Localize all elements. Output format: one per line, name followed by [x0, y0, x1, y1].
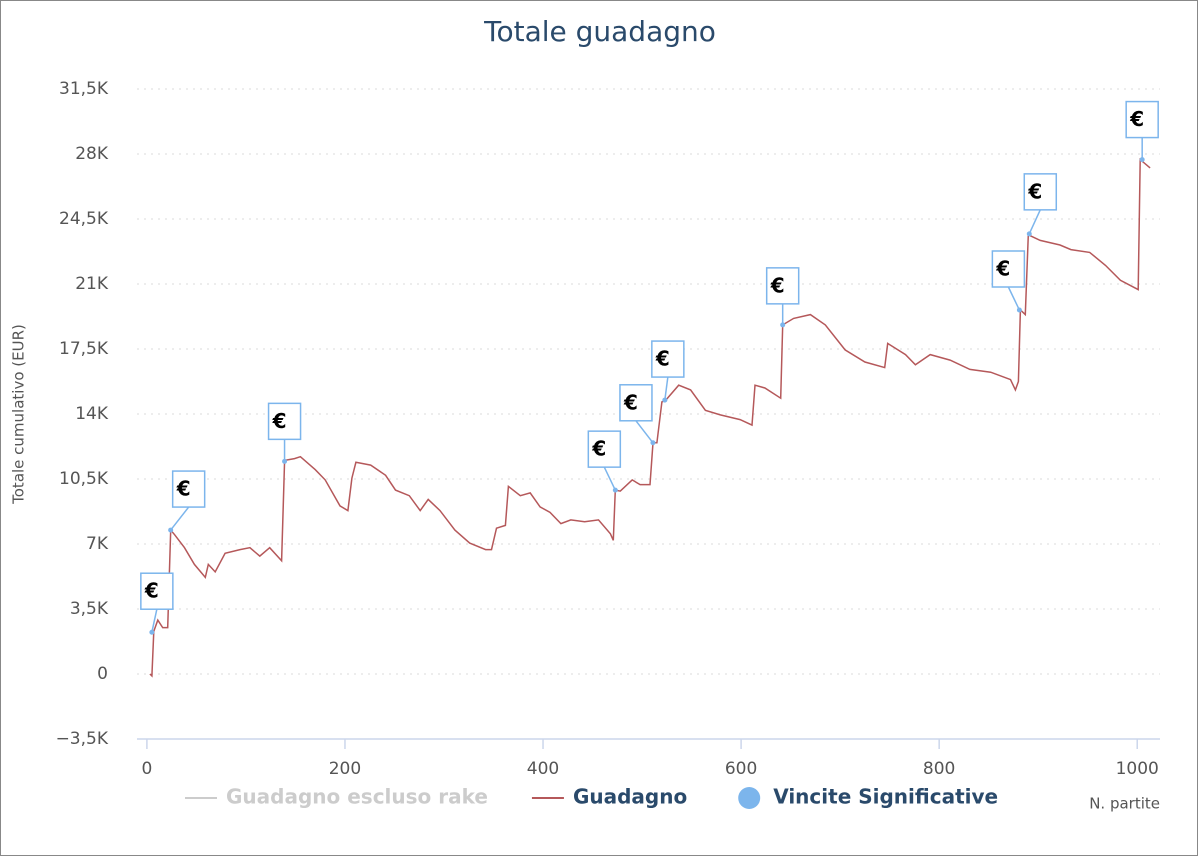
x-tick-label: 600 [725, 759, 757, 779]
callout-label: € [655, 347, 670, 371]
x-tick-label: 800 [923, 759, 955, 779]
x-tick-label: 0 [141, 759, 152, 779]
legend-label: Guadagno [573, 785, 687, 809]
callout-connector [1007, 286, 1021, 311]
y-axis-title: Totale cumulativo (EUR) [10, 324, 28, 505]
marker [780, 322, 786, 328]
callout-label: € [995, 257, 1010, 281]
marker [650, 440, 656, 446]
legend-label: Vincite Significative [773, 785, 998, 809]
callout-connector [1028, 209, 1041, 235]
marker [1016, 307, 1022, 313]
marker [1026, 231, 1032, 237]
callout-label: € [272, 409, 287, 433]
legend-item: Vincite Significative [738, 785, 998, 809]
x-tick-label: 1000 [1116, 759, 1159, 779]
callout-box [140, 572, 174, 610]
callout-connector [635, 420, 654, 444]
callout-box [171, 470, 206, 508]
marker [149, 629, 155, 635]
callout-label: € [591, 437, 606, 461]
legend-item: Guadagno [531, 785, 687, 809]
line [149, 158, 1151, 678]
chart-title: Totale guadagno [483, 15, 716, 48]
callout-connector [664, 376, 669, 401]
y-tick-label: 3,5K [70, 599, 109, 619]
callout-connector [170, 506, 190, 531]
y-tick-label: 14K [75, 404, 109, 424]
x-tick-label: 400 [527, 759, 559, 779]
callout-label: € [770, 273, 785, 297]
y-tick-label: 17,5K [59, 339, 109, 359]
callout-box [619, 384, 653, 422]
y-tick-label: 0 [97, 664, 108, 684]
legend-symbol [738, 787, 761, 809]
marker [662, 397, 668, 403]
callout-box [991, 250, 1026, 288]
y-tick-label: 21K [75, 274, 109, 294]
x-tick-label: 200 [329, 759, 361, 779]
callout-label: € [176, 477, 191, 501]
marker [168, 527, 174, 533]
y-tick-label: 24,5K [59, 209, 109, 229]
callout-box [765, 267, 800, 305]
y-tick-label: −3,5K [56, 729, 109, 749]
legend-label: Guadagno escluso rake [226, 785, 488, 809]
callout-box [587, 430, 622, 468]
marker [612, 487, 618, 493]
callout-label: € [1027, 179, 1042, 203]
callout-box [267, 402, 302, 441]
callout-connector [151, 609, 158, 633]
callout-box [1125, 100, 1159, 139]
x-axis-title: N. partite [1089, 795, 1160, 813]
y-tick-label: 31,5K [59, 79, 109, 99]
callout-box [651, 340, 685, 378]
marker [282, 458, 288, 464]
y-tick-label: 7K [86, 534, 109, 554]
legend-item: Guadagno escluso rake [185, 785, 488, 809]
callout-label: € [623, 390, 638, 414]
callout-label: € [1129, 107, 1144, 131]
marker [1139, 157, 1145, 163]
callout-label: € [144, 579, 159, 603]
callout-box [1023, 173, 1058, 211]
y-tick-label: 10,5K [59, 469, 109, 489]
callout-connector [603, 466, 617, 491]
y-tick-label: 28K [75, 144, 109, 164]
